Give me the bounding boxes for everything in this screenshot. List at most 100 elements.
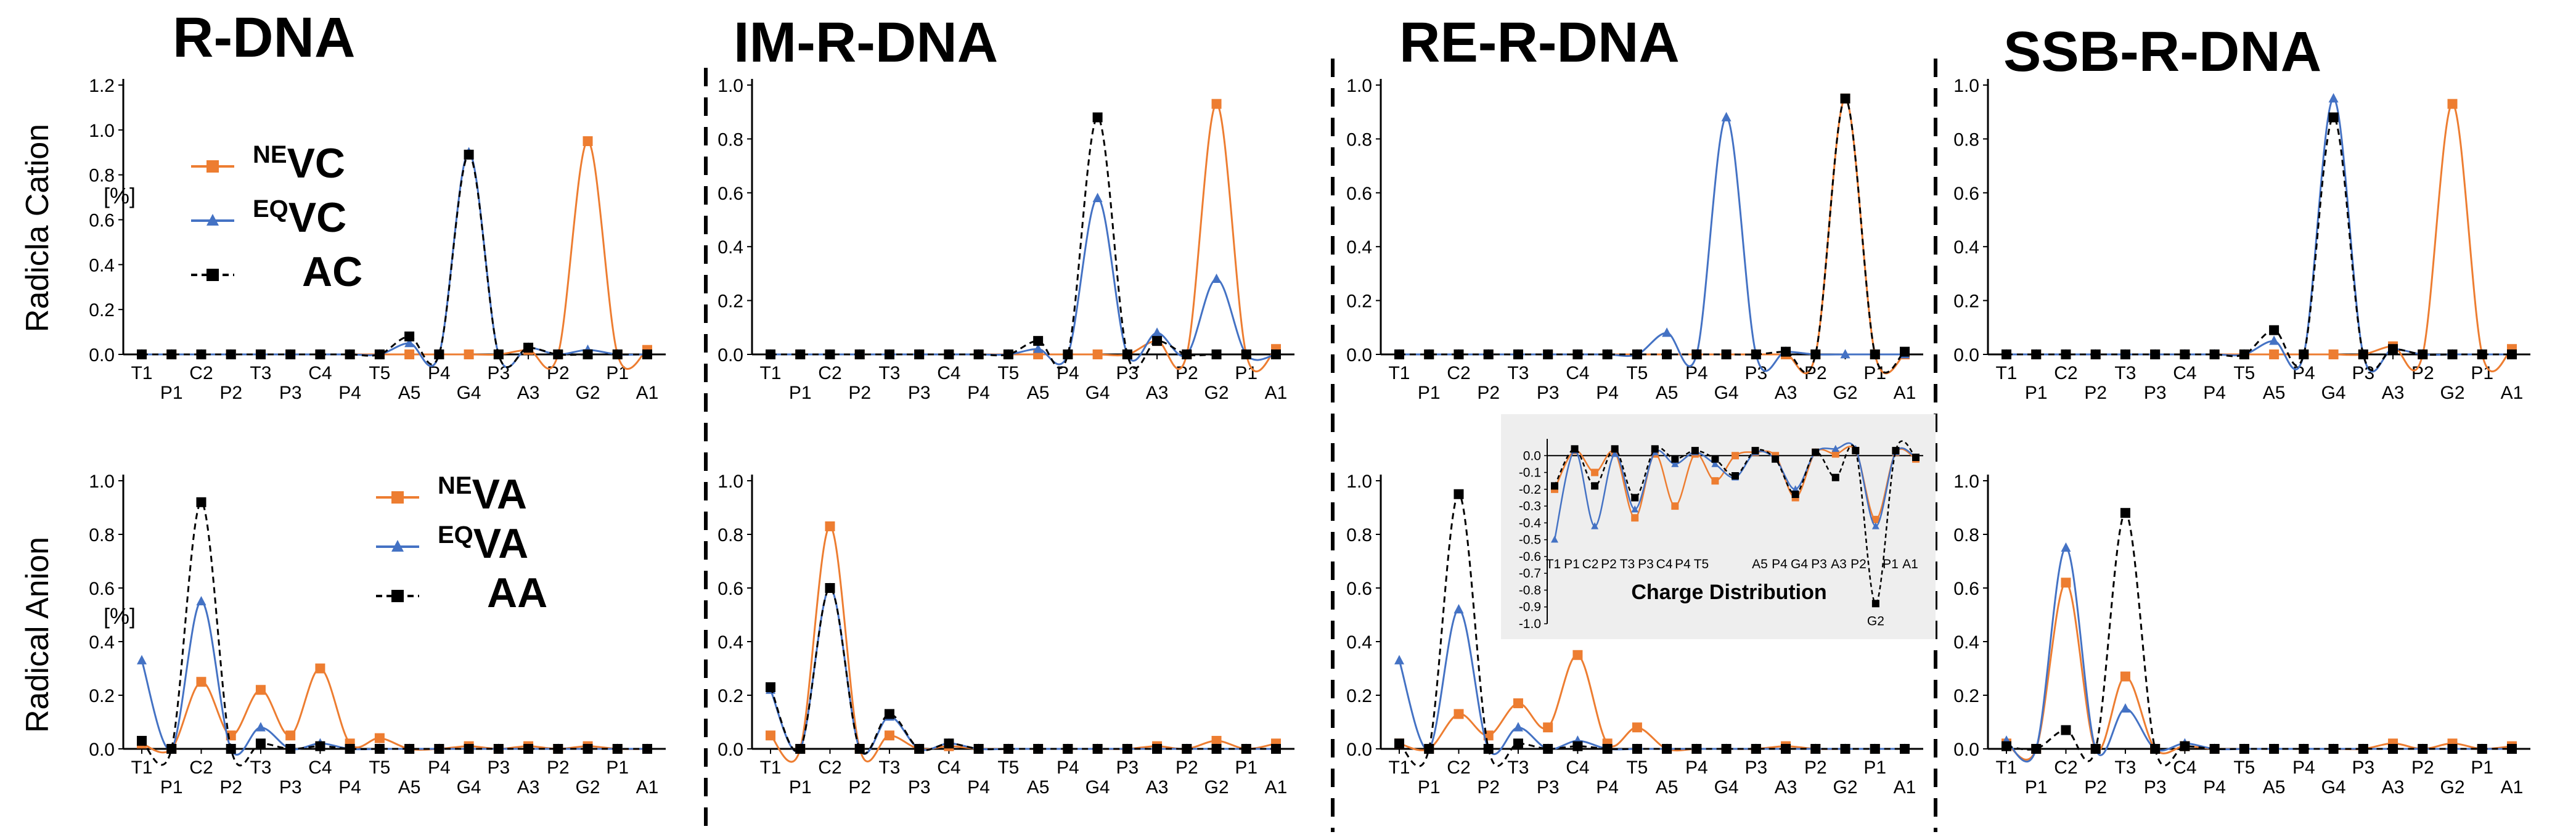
point-a <box>1092 112 1103 123</box>
y-tick-label: 0.6 <box>1346 579 1372 599</box>
inset-x-label: C2 <box>1582 557 1599 571</box>
point-a <box>1572 741 1583 751</box>
point-a <box>1543 349 1553 359</box>
point-a <box>973 349 984 359</box>
point-a <box>1424 744 1434 754</box>
inset-x-label: T1 <box>1546 557 1561 571</box>
y-tick-label: 0.2 <box>1346 686 1372 706</box>
x-tick-label: P1 <box>1863 757 1886 778</box>
y-tick-label: 1.2 <box>89 76 115 96</box>
x-tick-label: T1 <box>131 757 152 778</box>
inset-x-label: A1 <box>1902 557 1918 571</box>
x-tick-label: T5 <box>2233 363 2255 383</box>
series-line-eq <box>142 151 648 369</box>
point-eq <box>255 722 266 732</box>
x-tick-label: P3 <box>1116 757 1139 778</box>
legend-label-eq: EQVA <box>438 520 528 567</box>
point-eq <box>1454 604 1464 614</box>
point-a <box>2447 744 2458 754</box>
series-line-a <box>142 153 647 368</box>
x-tick-label: A3 <box>1146 383 1169 403</box>
point-a <box>2120 349 2130 359</box>
panel-im-r-dna-row0: 0.0 0.2 0.4 0.6 0.8 1.0 T1 P1 C2 P2 T3 P3 C4 P4 T5 A5 P4… <box>718 76 1294 403</box>
y-tick-label: 0.8 <box>718 525 743 545</box>
point-a <box>2002 741 2011 751</box>
point-a <box>553 744 563 754</box>
y-tick-label: 0.4 <box>89 632 115 653</box>
legend-marker-eq <box>391 540 404 552</box>
point-a <box>2150 349 2161 359</box>
row-label-cation: Radicla Cation <box>20 124 55 332</box>
point-a <box>854 349 865 359</box>
point-a <box>1572 349 1583 359</box>
x-tick-label: G4 <box>1086 777 1110 798</box>
point-a <box>1840 744 1850 754</box>
series-line-ne <box>1399 654 1905 752</box>
point-a <box>374 349 385 359</box>
x-tick-label: P3 <box>1537 777 1560 798</box>
point-a <box>2150 744 2161 754</box>
point-a <box>404 744 415 754</box>
x-tick-label: G4 <box>1714 777 1739 798</box>
inset-point-eq <box>1711 460 1719 467</box>
x-tick-label: C2 <box>189 363 213 383</box>
point-a <box>1900 744 1910 754</box>
x-tick-label: C2 <box>2054 363 2077 383</box>
point-eq <box>2061 542 2071 552</box>
x-tick-label: P4 <box>1057 363 1079 383</box>
point-a <box>166 349 177 359</box>
y-tick-label: 0.8 <box>1953 129 1979 150</box>
inset-y-tick-label: 0.0 <box>1523 449 1541 463</box>
x-tick-label: G2 <box>1833 383 1858 403</box>
inset-point-ne <box>1631 514 1639 522</box>
panel-im-r-dna-row1: 0.0 0.2 0.4 0.6 0.8 1.0 T1 P1 C2 P2 T3 P3 C4 P4 T5 A5 P4… <box>718 472 1294 798</box>
x-tick-label: C4 <box>1566 363 1589 383</box>
x-tick-label: A1 <box>636 777 659 798</box>
point-a <box>1721 349 1732 359</box>
point-a <box>1152 744 1163 754</box>
inset-x-label: P2 <box>1850 557 1867 571</box>
point-a <box>1394 349 1404 359</box>
x-tick-label: P3 <box>487 757 510 778</box>
point-a <box>255 738 266 749</box>
row-label-anion: Radical Anion <box>20 537 55 733</box>
point-a <box>1632 744 1642 754</box>
x-tick-label: T1 <box>1388 757 1410 778</box>
x-tick-label: P1 <box>606 363 629 383</box>
x-tick-label: P1 <box>2025 383 2048 403</box>
legend-marker-a <box>391 590 404 602</box>
y-tick-label: 1.0 <box>1953 76 1979 96</box>
point-a <box>255 349 266 359</box>
point-a <box>1870 744 1880 754</box>
inset-x-label: G4 <box>1791 557 1808 571</box>
series-line-a <box>2006 512 2512 767</box>
inset-point-eq <box>1871 522 1879 529</box>
x-tick-label: P3 <box>2352 363 2374 383</box>
point-a <box>2209 744 2220 754</box>
unit-label-cation: [%] <box>104 183 136 208</box>
y-tick-label: 0.0 <box>1346 740 1372 760</box>
legend-marker-a <box>206 269 219 281</box>
point-a <box>766 682 775 692</box>
point-a <box>583 744 593 754</box>
point-a <box>1033 744 1044 754</box>
inset-point-a <box>1571 445 1579 453</box>
point-a <box>493 349 504 359</box>
x-tick-label: G2 <box>576 777 600 798</box>
point-a <box>226 744 236 754</box>
point-a <box>884 349 894 359</box>
point-ne <box>1211 735 1222 746</box>
x-tick-label: T5 <box>369 757 390 778</box>
x-tick-label: T5 <box>997 363 1019 383</box>
point-a <box>345 744 355 754</box>
x-tick-label: T5 <box>997 757 1019 778</box>
point-a <box>1781 346 1791 357</box>
series-line-ne <box>142 140 648 370</box>
point-a <box>285 744 296 754</box>
x-tick-label: A1 <box>636 383 659 403</box>
inset-x-label: P4 <box>1772 557 1788 571</box>
point-a <box>2120 508 2130 518</box>
point-a <box>1781 744 1791 754</box>
x-tick-label: G2 <box>1833 777 1858 798</box>
